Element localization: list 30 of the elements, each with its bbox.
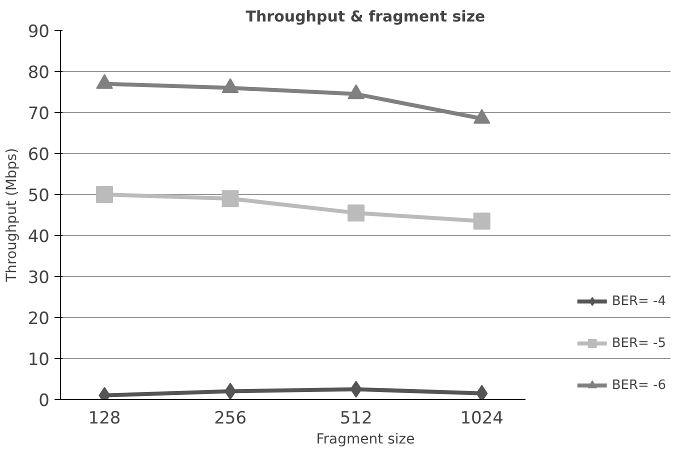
- point: [222, 78, 239, 94]
- y-tick-label: 0: [38, 391, 50, 411]
- y-tick-label: 20: [28, 309, 50, 329]
- x-tick-label: 1024: [460, 408, 504, 428]
- y-tick-label: 10: [28, 350, 50, 370]
- x-tick-label: 128: [88, 408, 121, 428]
- legend-label: BER= -6: [612, 378, 666, 392]
- point: [96, 186, 114, 203]
- point: [473, 212, 490, 230]
- point: [222, 190, 239, 208]
- x-tick-label: 256: [214, 408, 247, 428]
- point: [224, 382, 236, 400]
- y-tick-label: 80: [28, 63, 50, 83]
- y-tick-label: 90: [28, 22, 50, 42]
- x-tick-label: 512: [340, 408, 372, 428]
- point: [473, 108, 490, 124]
- y-axis-title: Throughput (Mbps): [4, 148, 20, 283]
- chart-title: Throughput & fragment size: [246, 8, 486, 26]
- point: [348, 84, 365, 100]
- y-tick-label: 60: [28, 145, 50, 165]
- legend-label: BER= -4: [612, 294, 666, 308]
- legend-label: BER= -5: [612, 336, 666, 350]
- y-tick-label: 30: [28, 268, 50, 288]
- y-tick-label: 50: [28, 186, 50, 206]
- point: [96, 74, 114, 89]
- x-axis-title: Fragment size: [316, 432, 415, 448]
- y-tick-label: 70: [28, 104, 50, 124]
- y-tick-label: 40: [28, 227, 50, 247]
- point: [476, 384, 488, 400]
- point: [348, 204, 365, 222]
